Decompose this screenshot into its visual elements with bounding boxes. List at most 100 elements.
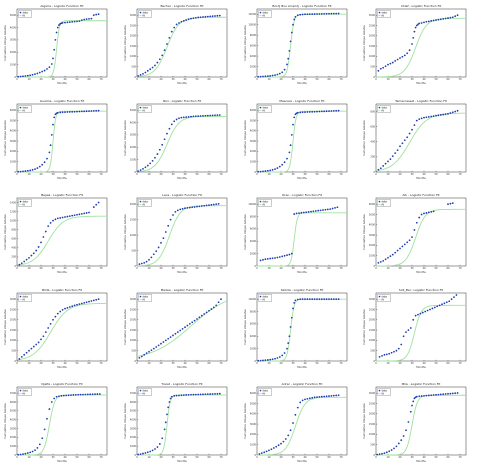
data-point [333,207,336,209]
chart-panel: Bordj Bou Arreridj - Logistic Function F… [241,1,359,93]
data-point [334,109,337,112]
x-tick-label: 40 [183,173,187,176]
x-tick-label: 70 [219,362,223,365]
y-tick-label: 800 [11,229,16,232]
data-point [146,69,149,72]
data-point [68,305,71,308]
data-point [211,393,214,396]
data-point [265,450,267,453]
data-point [61,216,64,219]
legend-fit-label: fit [23,393,26,396]
y-tick-label: 1200 [10,211,17,214]
data-point [308,397,311,400]
chart-svg: Alk - Logistic Function Fit 0 10 20 30 40 50 60… [362,193,467,274]
x-tick-label: 0 [375,362,377,365]
chart-title: Tiaret - Logistic Function Fit [160,382,203,386]
data-point [450,298,453,300]
y-tick-label: 6000 [249,323,256,326]
data-point [66,110,69,113]
data-point [443,302,446,304]
data-point [417,313,420,316]
data-point [31,168,34,171]
data-point [418,22,421,25]
data-point [271,74,273,77]
data-point [330,12,332,15]
data-point [19,170,22,173]
chart-svg: Guelma - Logistic Function Fit 0 10 20 30 40 5… [3,99,108,180]
x-tick-label: 40 [423,456,427,459]
data-point [73,214,76,217]
data-point [207,309,210,312]
data-point [292,213,295,216]
data-point [97,201,100,204]
data-point [181,208,184,210]
data-point [94,393,96,396]
legend-data-marker [259,295,261,298]
data-point [56,217,59,220]
y-tick-label: 0 [374,265,376,268]
data-point [406,135,409,138]
y-tick-label: 3000 [130,298,137,301]
data-point [332,298,335,300]
data-point [313,396,315,399]
x-tick-label: 50 [75,78,79,81]
data-point [95,109,98,112]
x-axis-label: Months [57,176,67,180]
data-point [98,393,101,396]
y-tick-label: 12000 [248,13,256,16]
y-tick-label: 5000 [10,119,17,122]
x-axis-label: Months [297,176,307,180]
data-point [408,239,411,242]
data-point [61,308,64,311]
x-tick-label: 10 [267,267,271,270]
data-point [383,353,386,356]
data-point [303,110,306,113]
data-point [176,209,179,212]
x-tick-label: 30 [51,267,55,270]
y-axis-label: Cumulative Unique Isolates [123,308,127,344]
data-point [76,214,78,216]
y-tick-label: 3000 [249,139,256,142]
data-point [325,395,327,398]
x-tick-label: 20 [279,78,283,81]
data-point [416,24,418,27]
data-point [54,112,57,115]
data-point [23,260,26,263]
data-point [139,168,142,171]
data-point [322,12,325,15]
data-point [26,74,29,77]
y-tick-label: 5000 [10,410,17,413]
data-point [161,143,163,146]
data-point [211,15,214,18]
data-point [280,354,283,357]
data-point [384,65,387,68]
data-point [326,208,329,211]
data-point [413,397,416,400]
data-point [216,113,219,116]
data-point [390,449,393,452]
y-tick-label: 2000 [130,437,137,440]
y-axis-label: Cumulative Unique Isolates [123,119,127,155]
data-point [431,307,434,310]
legend-data-label: data [142,390,148,393]
data-point [423,116,426,119]
y-tick-label: 2000 [130,146,137,149]
data-point [180,20,183,23]
chart-svg: Bechar - Logistic Function Fit 0 10 20 30 40 5… [123,4,227,85]
data-point [261,359,264,362]
data-point [449,393,452,395]
data-point [41,437,44,440]
data-point [393,350,396,353]
data-point [313,13,315,15]
data-point [78,213,81,216]
data-point [301,13,303,16]
data-point [404,54,406,57]
data-point [295,212,297,215]
data-point [420,213,423,216]
data-point [141,167,144,170]
data-point [286,57,289,60]
x-tick-label: 30 [291,267,295,270]
data-point [218,393,221,396]
